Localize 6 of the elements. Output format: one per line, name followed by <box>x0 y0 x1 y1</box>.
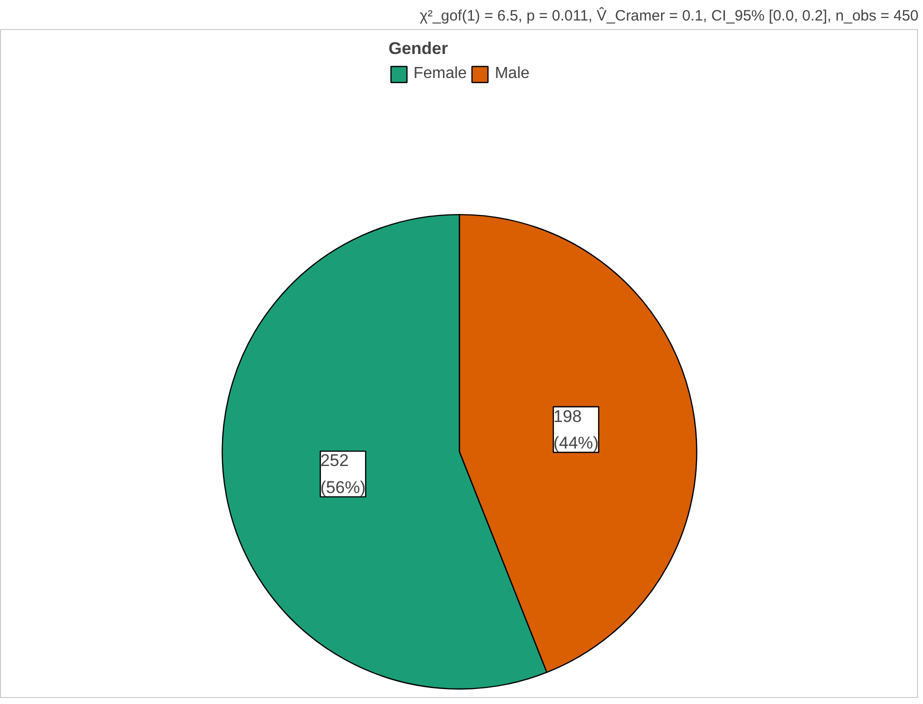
legend-label: Female <box>413 65 467 83</box>
chart-title: χ²_gof(1) = 6.5, p = 0.011, V̂_Cramer = 0.1, CI_95% [0.0, 0.2], n_obs = 450 <box>420 7 919 24</box>
data-label: 198 (44%) <box>553 406 599 452</box>
data-label: 252 (56%) <box>320 451 366 497</box>
legend-label: Male <box>494 65 530 83</box>
legend-title: Gender <box>388 39 449 59</box>
